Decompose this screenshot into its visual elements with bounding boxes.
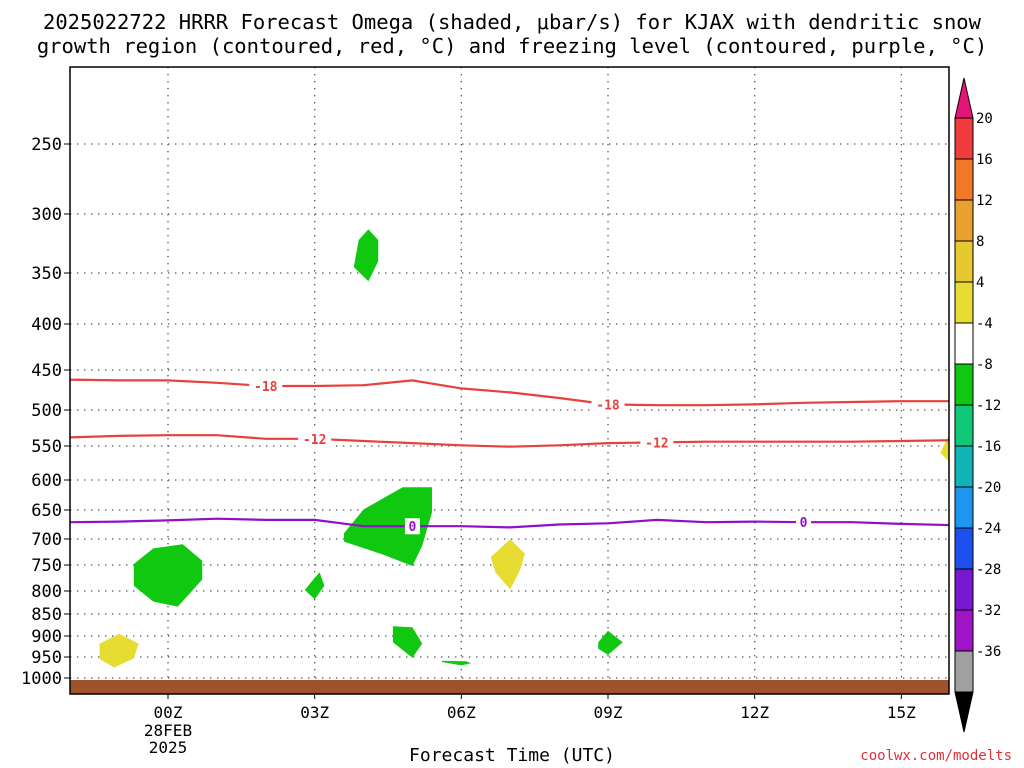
colorbar-segment: [954, 404, 974, 447]
colorbar-segment: [954, 322, 974, 365]
y-tick-label: 750: [31, 556, 62, 576]
colorbar-segment: [954, 240, 974, 283]
plot-frame: [69, 66, 950, 695]
omega-region: [99, 633, 139, 668]
colorbar-segment: [954, 609, 974, 652]
colorbar-label: -24: [976, 521, 1001, 537]
y-tick-label: 650: [31, 501, 62, 521]
colorbar-segment: [954, 527, 974, 570]
colorbar-label: 16: [976, 152, 993, 168]
x-tick-sublabel: 28FEB: [144, 721, 192, 740]
colorbar-label: -36: [976, 644, 1001, 660]
colorbar-label: -12: [976, 398, 1001, 414]
colorbar-label: 4: [976, 275, 984, 291]
colorbar: 20 16 12 8 4 -4 -8 -12 -16 -20 -24 -28 -32 -36: [954, 77, 1001, 733]
x-tick-sublabel: 2025: [149, 738, 188, 757]
y-tick-label: 700: [31, 530, 62, 550]
omega-region: [598, 630, 623, 655]
contour-label-bg: [640, 434, 674, 451]
omega-region: [392, 626, 423, 658]
colorbar-label: 12: [976, 193, 993, 209]
contour-label-bg: [298, 430, 332, 447]
x-axis-label: Forecast Time (UTC): [409, 745, 615, 766]
colorbar-label: -8: [976, 357, 993, 373]
x-tick-label: 03Z: [300, 703, 329, 722]
y-tick-label: 1000: [21, 669, 62, 689]
x-tick-label: 15Z: [887, 703, 916, 722]
colorbar-label: -16: [976, 439, 1001, 455]
contour-label-bg: [249, 378, 283, 394]
contour-label-bg: [796, 514, 812, 531]
y-tick-label: 500: [31, 401, 62, 421]
y-tick-label: 250: [31, 135, 62, 155]
colorbar-label: 8: [976, 234, 984, 250]
colorbar-top-arrow: [954, 77, 974, 119]
contour-line: [70, 378, 949, 407]
contour-line: [70, 434, 949, 448]
omega-region: [353, 229, 379, 282]
colorbar-segment: [954, 117, 974, 160]
chart-title-line1: 2025022722 HRRR Forecast Omega (shaded, …: [43, 10, 981, 34]
x-tick-label: 00Z: [154, 703, 183, 722]
y-tick-label: 850: [31, 605, 62, 625]
contour-label: -12: [645, 436, 668, 451]
y-tick-label: 600: [31, 471, 62, 491]
chart-title-line2: growth region (contoured, red, °C) and f…: [36, 34, 988, 58]
contour-label: 0: [409, 520, 417, 535]
y-tick-label: 450: [31, 361, 62, 381]
colorbar-label: -32: [976, 603, 1001, 619]
colorbar-label: -28: [976, 562, 1001, 578]
y-tick-label: 550: [31, 437, 62, 457]
contour-label: -18: [596, 398, 620, 413]
colorbar-label: 20: [976, 111, 993, 127]
y-tick-label: 400: [31, 315, 62, 335]
colorbar-segment: [954, 281, 974, 324]
credit-link[interactable]: coolwx.com/modelts: [860, 748, 1012, 764]
y-tick-label: 950: [31, 648, 62, 668]
omega-region: [490, 539, 525, 590]
colorbar-segment: [954, 568, 974, 611]
contour-label-bg: [591, 396, 625, 413]
y-tick-label: 350: [31, 264, 62, 284]
colorbar-segment: [954, 445, 974, 488]
axes: 2503003504004505005506006507007508008509…: [21, 66, 950, 757]
colorbar-label: -4: [976, 316, 993, 332]
omega-region: [133, 544, 203, 607]
contour-label: 0: [800, 516, 808, 531]
contour-line: [70, 517, 949, 529]
x-tick-label: 06Z: [447, 703, 476, 722]
y-tick-label: 900: [31, 627, 62, 647]
x-tick-label: 12Z: [740, 703, 769, 722]
colorbar-segment: [954, 363, 974, 406]
colorbar-segment: [954, 650, 974, 693]
x-tick-label: 09Z: [594, 703, 623, 722]
omega-region: [441, 660, 472, 666]
contour-label: -12: [303, 433, 326, 448]
y-tick-label: 800: [31, 582, 62, 602]
plot-inner: -18 -18 -12 -12 0 0: [70, 67, 949, 694]
colorbar-label: -20: [976, 480, 1001, 496]
y-tick-label: 300: [31, 205, 62, 225]
contour-label-bg: [404, 518, 420, 535]
plot-area: -18 -18 -12 -12 0 0: [70, 67, 949, 694]
colorbar-segment: [954, 158, 974, 201]
colorbar-segment: [954, 199, 974, 242]
omega-region: [304, 572, 325, 600]
contour-label: -18: [254, 380, 278, 395]
colorbar-bottom-arrow: [954, 691, 974, 733]
colorbar-segment: [954, 486, 974, 529]
terrain-strip: [70, 680, 949, 694]
